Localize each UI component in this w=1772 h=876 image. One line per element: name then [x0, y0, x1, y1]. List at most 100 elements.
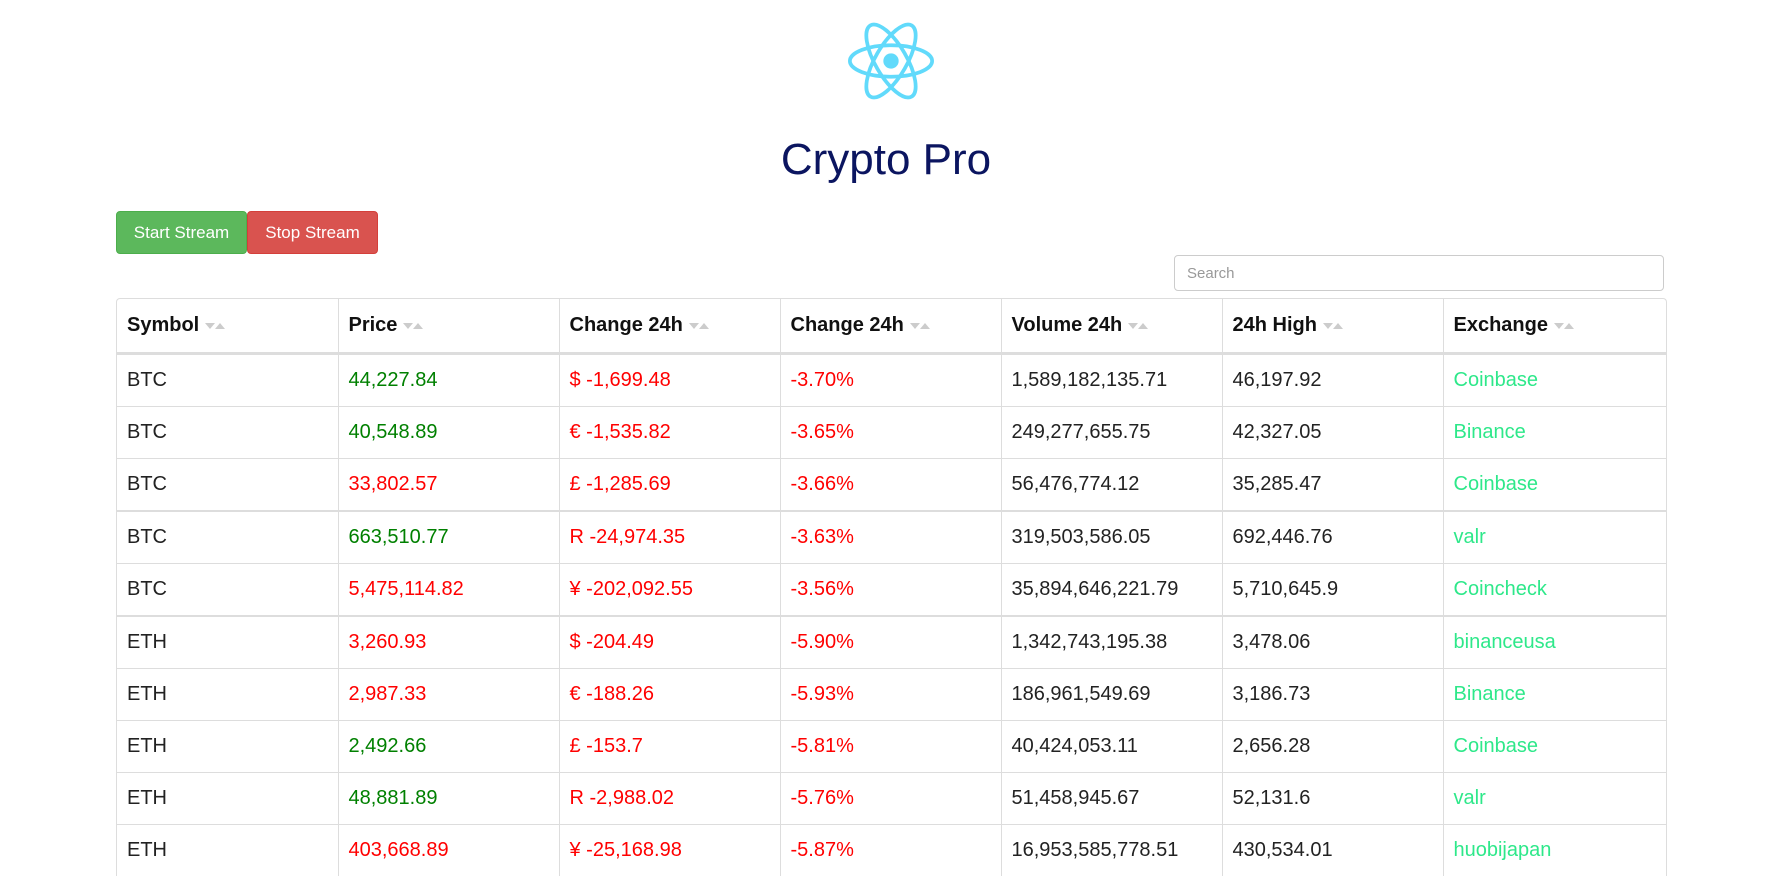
change-cell: € -188.26 [559, 669, 780, 721]
symbol-cell: ETH [117, 721, 338, 773]
change-pct-cell: -5.87% [780, 825, 1001, 876]
exchange-cell: valr [1443, 511, 1666, 564]
column-header-change-24h-pct[interactable]: Change 24h [780, 299, 1001, 354]
column-header-volume-24h[interactable]: Volume 24h [1001, 299, 1222, 354]
volume-cell: 319,503,586.05 [1001, 511, 1222, 564]
search-input[interactable] [1174, 255, 1664, 291]
change-cell: R -24,974.35 [559, 511, 780, 564]
change-pct-cell: -5.93% [780, 669, 1001, 721]
change-cell: € -1,535.82 [559, 407, 780, 459]
price-cell: 5,475,114.82 [338, 564, 559, 617]
price-cell: 2,492.66 [338, 721, 559, 773]
volume-cell: 249,277,655.75 [1001, 407, 1222, 459]
volume-cell: 40,424,053.11 [1001, 721, 1222, 773]
crypto-table: Symbol Price Change 24h Change 24h Volum… [116, 298, 1667, 876]
exchange-cell: huobijapan [1443, 825, 1666, 876]
price-cell: 3,260.93 [338, 616, 559, 669]
price-cell: 33,802.57 [338, 459, 559, 512]
sort-caret-icon[interactable] [205, 321, 225, 331]
column-header-label: Change 24h [570, 314, 683, 336]
change-cell: £ -1,285.69 [559, 459, 780, 512]
sort-caret-icon[interactable] [689, 321, 709, 331]
price-cell: 403,668.89 [338, 825, 559, 876]
high-cell: 35,285.47 [1222, 459, 1443, 512]
high-cell: 3,478.06 [1222, 616, 1443, 669]
volume-cell: 56,476,774.12 [1001, 459, 1222, 512]
symbol-cell: ETH [117, 616, 338, 669]
high-cell: 2,656.28 [1222, 721, 1443, 773]
exchange-cell: valr [1443, 773, 1666, 825]
symbol-cell: ETH [117, 825, 338, 876]
start-stream-button[interactable]: Start Stream [116, 211, 247, 254]
change-pct-cell: -3.66% [780, 459, 1001, 512]
volume-cell: 186,961,549.69 [1001, 669, 1222, 721]
react-atom-icon [848, 18, 934, 104]
column-header-price[interactable]: Price [338, 299, 559, 354]
column-header-symbol[interactable]: Symbol [117, 299, 338, 354]
high-cell: 52,131.6 [1222, 773, 1443, 825]
exchange-cell: Coinbase [1443, 721, 1666, 773]
change-cell: $ -204.49 [559, 616, 780, 669]
column-header-label: 24h High [1233, 314, 1317, 336]
change-pct-cell: -5.90% [780, 616, 1001, 669]
sort-caret-icon[interactable] [403, 321, 423, 331]
column-header-label: Exchange [1454, 314, 1548, 336]
column-header-label: Price [349, 314, 398, 336]
symbol-cell: BTC [117, 564, 338, 617]
change-cell: £ -153.7 [559, 721, 780, 773]
high-cell: 5,710,645.9 [1222, 564, 1443, 617]
symbol-cell: BTC [117, 354, 338, 407]
price-cell: 663,510.77 [338, 511, 559, 564]
volume-cell: 1,342,743,195.38 [1001, 616, 1222, 669]
change-cell: R -2,988.02 [559, 773, 780, 825]
exchange-cell: binanceusa [1443, 616, 1666, 669]
volume-cell: 51,458,945.67 [1001, 773, 1222, 825]
change-pct-cell: -3.56% [780, 564, 1001, 617]
high-cell: 692,446.76 [1222, 511, 1443, 564]
volume-cell: 35,894,646,221.79 [1001, 564, 1222, 617]
change-pct-cell: -3.63% [780, 511, 1001, 564]
column-header-label: Volume 24h [1012, 314, 1123, 336]
stop-stream-button[interactable]: Stop Stream [247, 211, 378, 254]
volume-cell: 1,589,182,135.71 [1001, 354, 1222, 407]
high-cell: 46,197.92 [1222, 354, 1443, 407]
symbol-cell: ETH [117, 773, 338, 825]
column-header-exchange[interactable]: Exchange [1443, 299, 1666, 354]
exchange-cell: Binance [1443, 669, 1666, 721]
change-pct-cell: -5.81% [780, 721, 1001, 773]
sort-caret-icon[interactable] [1323, 321, 1343, 331]
change-cell: ¥ -202,092.55 [559, 564, 780, 617]
change-cell: ¥ -25,168.98 [559, 825, 780, 876]
sort-caret-icon[interactable] [1554, 321, 1574, 331]
symbol-cell: BTC [117, 511, 338, 564]
column-header-change-24h[interactable]: Change 24h [559, 299, 780, 354]
table-header-row: Symbol Price Change 24h Change 24h Volum… [117, 299, 1666, 354]
column-header-24h-high[interactable]: 24h High [1222, 299, 1443, 354]
sort-caret-icon[interactable] [1128, 321, 1148, 331]
page-title: Crypto Pro [0, 132, 1772, 188]
sort-caret-icon[interactable] [910, 321, 930, 331]
exchange-cell: Coinbase [1443, 459, 1666, 512]
price-cell: 44,227.84 [338, 354, 559, 407]
change-cell: $ -1,699.48 [559, 354, 780, 407]
symbol-cell: BTC [117, 407, 338, 459]
symbol-cell: ETH [117, 669, 338, 721]
price-cell: 2,987.33 [338, 669, 559, 721]
high-cell: 42,327.05 [1222, 407, 1443, 459]
symbol-cell: BTC [117, 459, 338, 512]
column-header-label: Symbol [127, 314, 199, 336]
volume-cell: 16,953,585,778.51 [1001, 825, 1222, 876]
column-header-label: Change 24h [791, 314, 904, 336]
exchange-cell: Coincheck [1443, 564, 1666, 617]
